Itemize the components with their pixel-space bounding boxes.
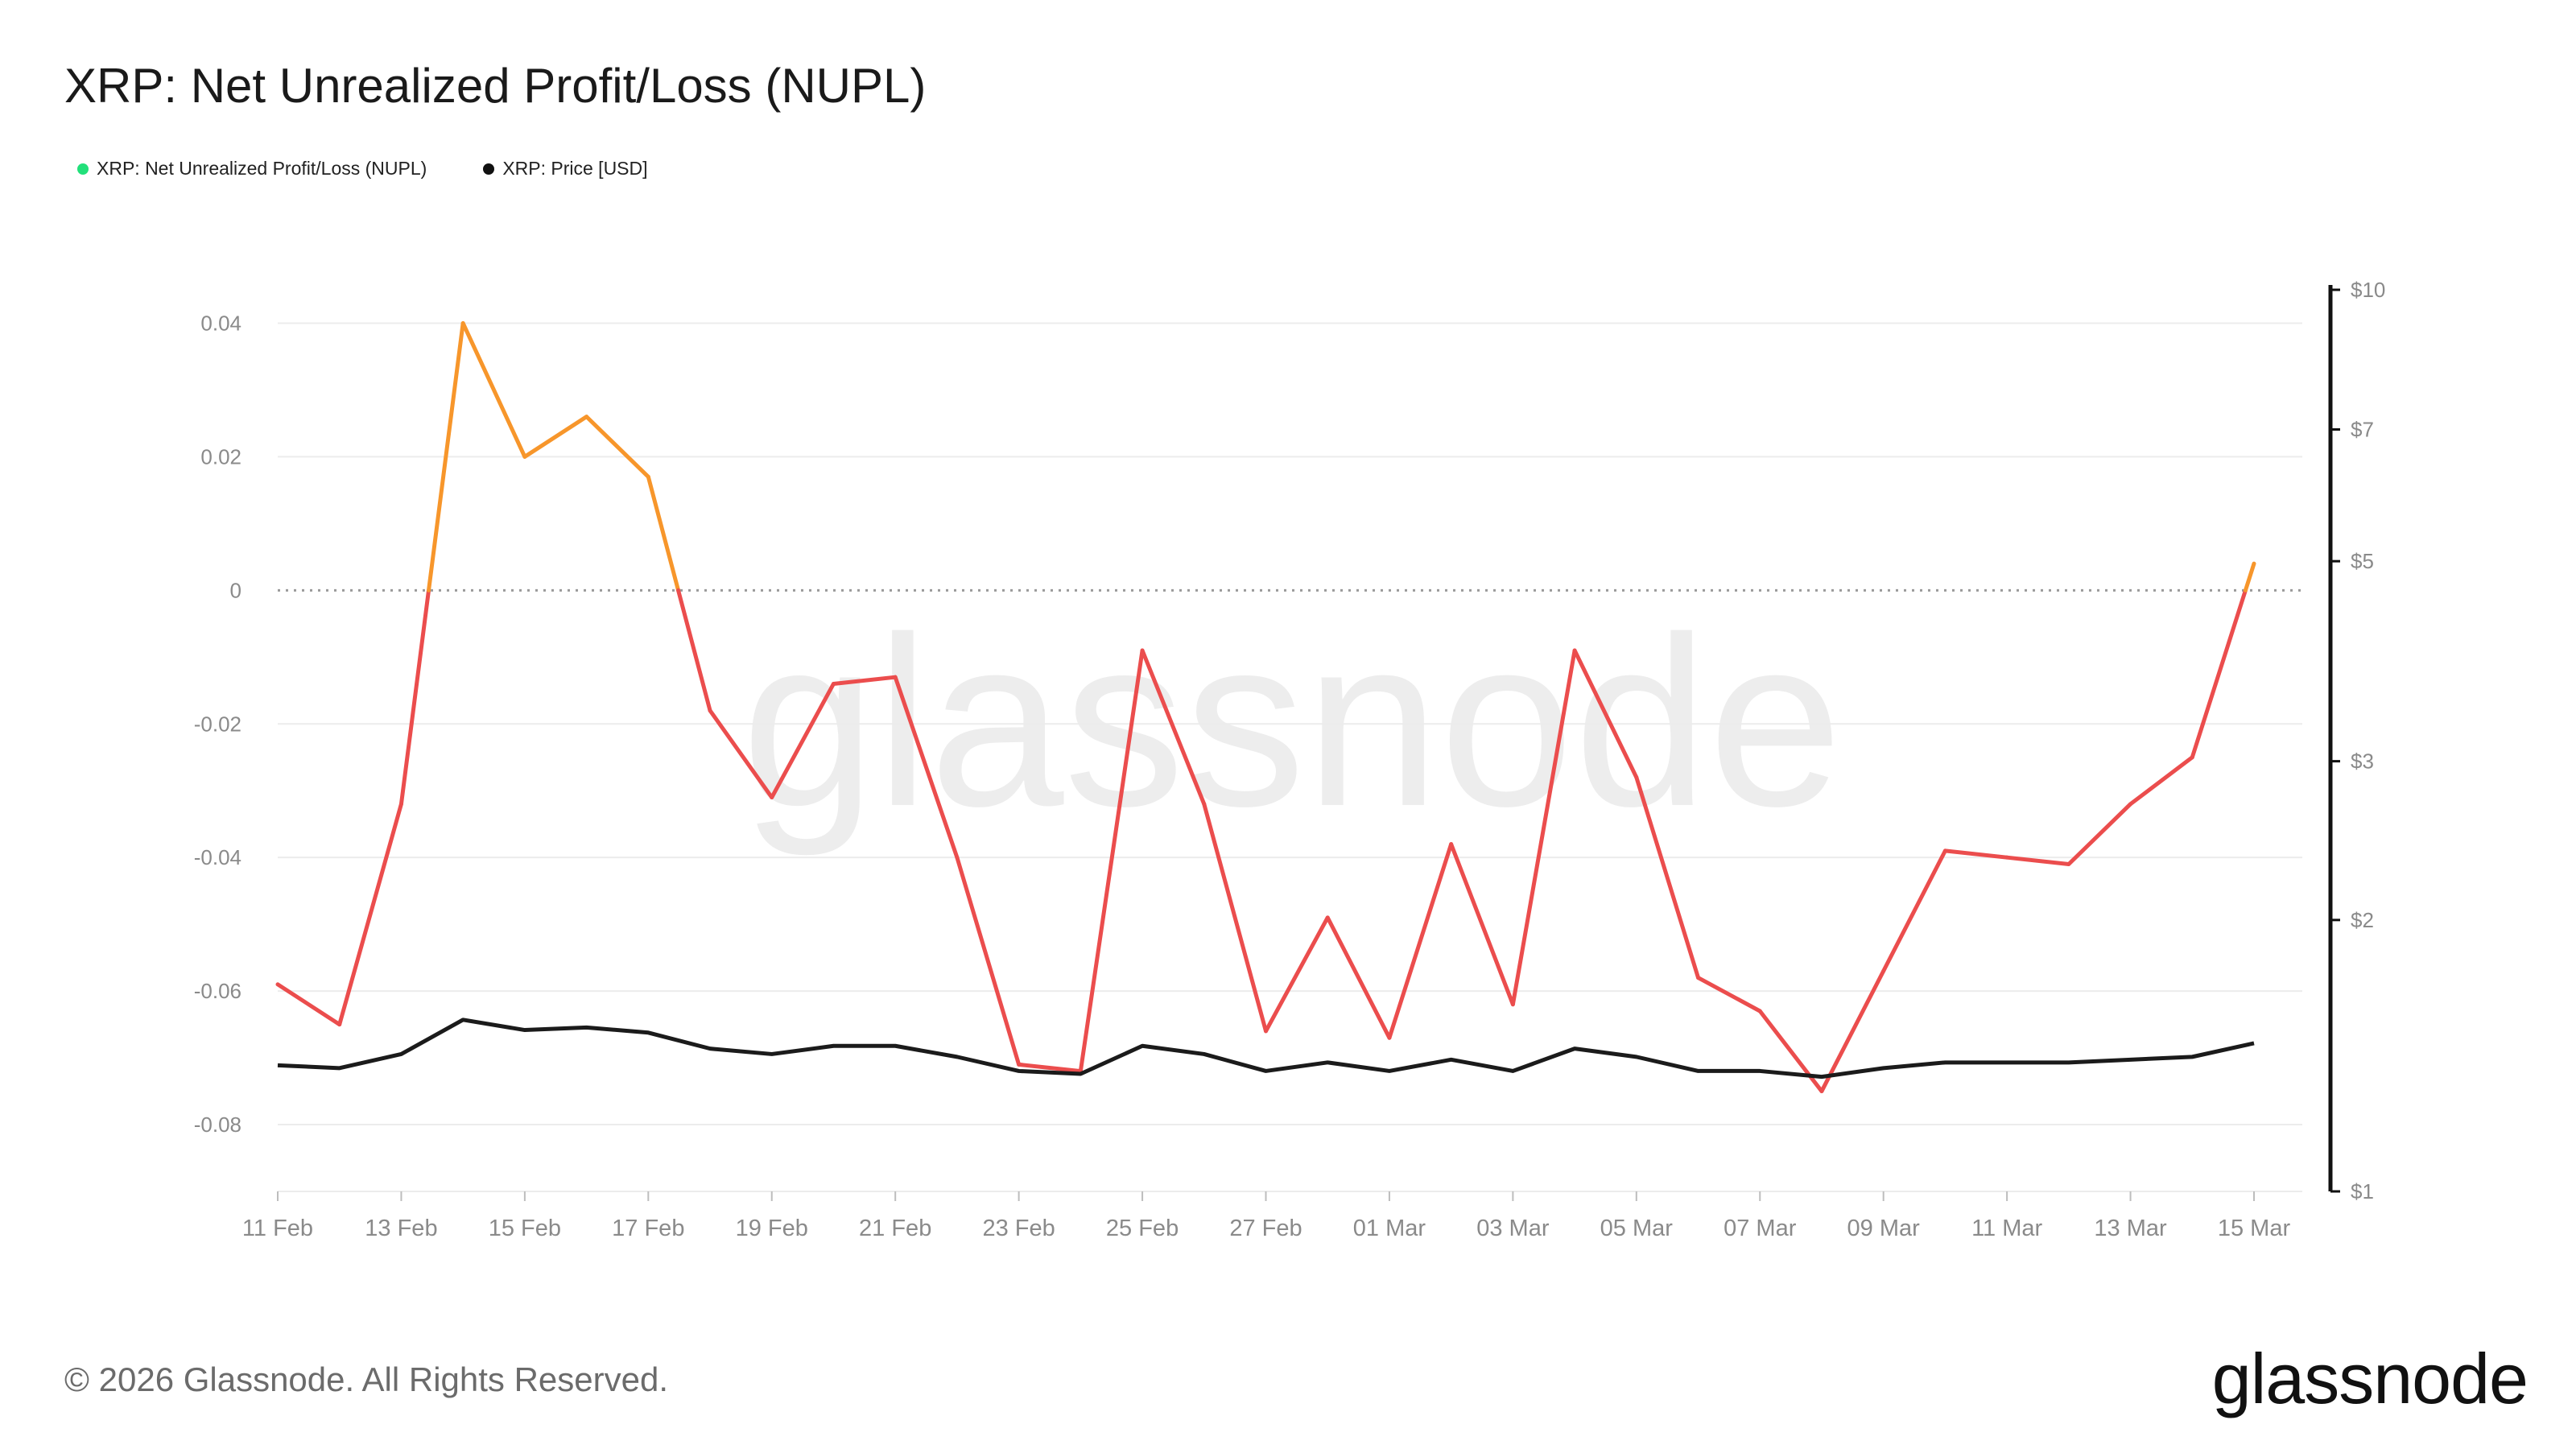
x-tick-label: 09 Mar xyxy=(1847,1216,1921,1241)
nupl-line-segment xyxy=(1325,915,1392,1040)
x-tick-label: 11 Feb xyxy=(242,1216,313,1241)
x-tick-label: 13 Feb xyxy=(365,1216,437,1241)
nupl-line-segment xyxy=(460,320,527,459)
nupl-line-segment xyxy=(831,675,898,686)
nupl-line-segment xyxy=(770,681,836,800)
nupl-line-segment xyxy=(955,855,1022,1067)
nupl-line-segment xyxy=(584,415,650,479)
nupl-line-segment xyxy=(1078,648,1145,1074)
y-left-tick-label: -0.08 xyxy=(194,1113,242,1137)
grid xyxy=(278,322,2302,1126)
x-tick-label: 23 Feb xyxy=(982,1216,1055,1241)
legend-label-nupl: XRP: Net Unrealized Profit/Loss (NUPL) xyxy=(97,158,427,179)
x-tick-label: 27 Feb xyxy=(1229,1216,1302,1241)
y-right-tick-label: $2 xyxy=(2351,908,2374,932)
price-line xyxy=(277,1018,2255,1080)
x-tick-label: 15 Mar xyxy=(2218,1216,2291,1241)
nupl-line-segment xyxy=(1387,842,1454,1040)
nupl-line-segment xyxy=(398,588,431,807)
nupl-line-segment xyxy=(1140,648,1207,807)
x-tick-label: 19 Feb xyxy=(736,1216,808,1241)
nupl-line-segment xyxy=(1819,968,1886,1094)
x-tick-label: 15 Feb xyxy=(489,1216,561,1241)
nupl-line-segment xyxy=(2243,561,2256,592)
nupl-line-segment xyxy=(1696,976,1762,1013)
legend-item-nupl[interactable]: XRP: Net Unrealized Profit/Loss (NUPL) xyxy=(77,158,427,180)
nupl-line-segment xyxy=(427,320,465,592)
y-left-tick-label: 0 xyxy=(230,578,242,602)
legend-item-price[interactable]: XRP: Price [USD] xyxy=(483,158,648,180)
nupl-line-segment xyxy=(2004,855,2071,866)
nupl-line-segment xyxy=(522,415,589,459)
y-left-tick-label: 0.04 xyxy=(200,311,242,335)
x-tick-label: 17 Feb xyxy=(612,1216,684,1241)
nupl-line-segment xyxy=(1634,775,1701,980)
glassnode-logo[interactable]: glassnode xyxy=(2211,1339,2529,1418)
copyright-text: © 2026 Glassnode. All Rights Reserved. xyxy=(64,1360,669,1398)
nupl-line-segment xyxy=(2190,588,2248,760)
nupl-line-segment xyxy=(1449,842,1515,1007)
y-right-tick-label: $7 xyxy=(2351,417,2374,441)
x-tick-label: 07 Mar xyxy=(1724,1216,1797,1241)
x-tick-label: 05 Mar xyxy=(1600,1216,1674,1241)
nupl-line-segment xyxy=(2128,755,2194,807)
y-right-tick-label: $1 xyxy=(2351,1179,2374,1203)
x-tick-label: 25 Feb xyxy=(1106,1216,1179,1241)
legend-dot-nupl-icon xyxy=(77,163,89,175)
x-tick-label: 13 Mar xyxy=(2094,1216,2167,1241)
nupl-line-segment xyxy=(1017,1062,1083,1074)
y-left-tick-label: -0.02 xyxy=(194,712,242,736)
y-left-tick-label: -0.04 xyxy=(194,845,242,869)
nupl-line-segment xyxy=(1757,1009,1824,1094)
legend-label-price: XRP: Price [USD] xyxy=(502,158,648,179)
x-tick-label: 11 Mar xyxy=(1971,1216,2042,1241)
nupl-line-segment xyxy=(708,708,774,800)
nupl-line-segment xyxy=(646,474,681,592)
nupl-line-segment xyxy=(275,982,342,1027)
x-tick-label: 01 Mar xyxy=(1353,1216,1426,1241)
nupl-line-segment xyxy=(893,675,960,860)
nupl-line-segment xyxy=(337,802,403,1027)
y-right-tick-label: $5 xyxy=(2351,549,2374,573)
nupl-line-segment xyxy=(1264,915,1330,1034)
nupl-line-segment xyxy=(676,588,712,713)
nupl-line-segment xyxy=(1510,648,1577,1007)
series xyxy=(275,320,2256,1094)
legend-dot-price-icon xyxy=(483,163,495,175)
y-right-tick-label: $3 xyxy=(2351,749,2374,774)
watermark: glassnode xyxy=(741,586,1843,858)
axes: 0.04 0.02 0 -0.02 -0.04 -0.06 -0.08 11 Feb 13 Fe… xyxy=(194,278,2386,1241)
nupl-line-segment xyxy=(1881,848,1947,973)
nupl-line-segment xyxy=(1572,648,1639,780)
nupl-line-segment xyxy=(2066,802,2133,866)
y-right-tick-label: $10 xyxy=(2351,278,2385,302)
nupl-line-segment xyxy=(1202,802,1268,1034)
y-left-tick-label: -0.06 xyxy=(194,979,242,1003)
x-tick-label: 03 Mar xyxy=(1476,1216,1550,1241)
legend: XRP: Net Unrealized Profit/Loss (NUPL) X… xyxy=(77,158,648,180)
y-left-tick-label: 0.02 xyxy=(200,444,242,469)
chart-title: XRP: Net Unrealized Profit/Loss (NUPL) xyxy=(64,59,927,113)
x-tick-label: 21 Feb xyxy=(859,1216,931,1241)
nupl-line-segment xyxy=(1942,848,2009,860)
